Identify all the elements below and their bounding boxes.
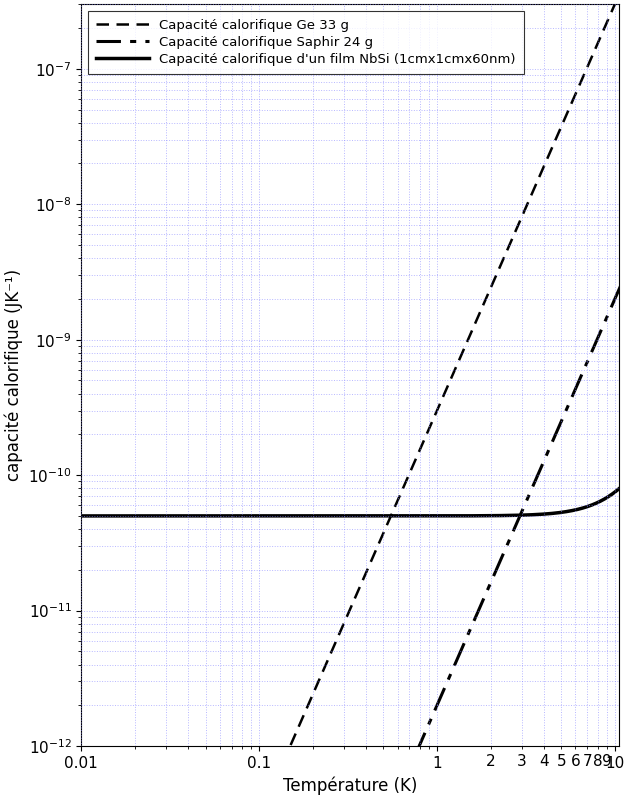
Capacité calorifique Saphir 24 g xyxy=(548,437,556,447)
Legend: Capacité calorifique Ge 33 g, Capacité calorifique Saphir 24 g, Capacité calorif: Capacité calorifique Ge 33 g, Capacité c… xyxy=(88,10,523,74)
Capacité calorifique d'un film NbSi (1cmx1cmx60nm) xyxy=(280,511,287,521)
Line: Capacité calorifique d'un film NbSi (1cmx1cmx60nm): Capacité calorifique d'un film NbSi (1cm… xyxy=(73,486,622,516)
Capacité calorifique Ge 33 g xyxy=(548,142,556,152)
Y-axis label: capacité calorifique (JK⁻¹): capacité calorifique (JK⁻¹) xyxy=(4,269,23,481)
Capacité calorifique Ge 33 g xyxy=(608,7,615,17)
X-axis label: Température (K): Température (K) xyxy=(283,777,417,795)
Capacité calorifique Ge 33 g xyxy=(304,702,311,711)
Capacité calorifique Saphir 24 g xyxy=(618,277,626,287)
Capacité calorifique Saphir 24 g xyxy=(608,302,615,312)
Capacité calorifique d'un film NbSi (1cmx1cmx60nm) xyxy=(165,511,172,521)
Line: Capacité calorifique Saphir 24 g: Capacité calorifique Saphir 24 g xyxy=(73,282,622,799)
Capacité calorifique d'un film NbSi (1cmx1cmx60nm) xyxy=(618,481,626,491)
Capacité calorifique d'un film NbSi (1cmx1cmx60nm) xyxy=(304,511,311,521)
Line: Capacité calorifique Ge 33 g: Capacité calorifique Ge 33 g xyxy=(73,0,622,799)
Capacité calorifique Ge 33 g xyxy=(280,756,287,765)
Capacité calorifique d'un film NbSi (1cmx1cmx60nm) xyxy=(608,490,615,499)
Capacité calorifique d'un film NbSi (1cmx1cmx60nm) xyxy=(69,511,77,521)
Capacité calorifique d'un film NbSi (1cmx1cmx60nm) xyxy=(548,509,556,519)
Capacité calorifique d'un film NbSi (1cmx1cmx60nm) xyxy=(132,511,140,521)
